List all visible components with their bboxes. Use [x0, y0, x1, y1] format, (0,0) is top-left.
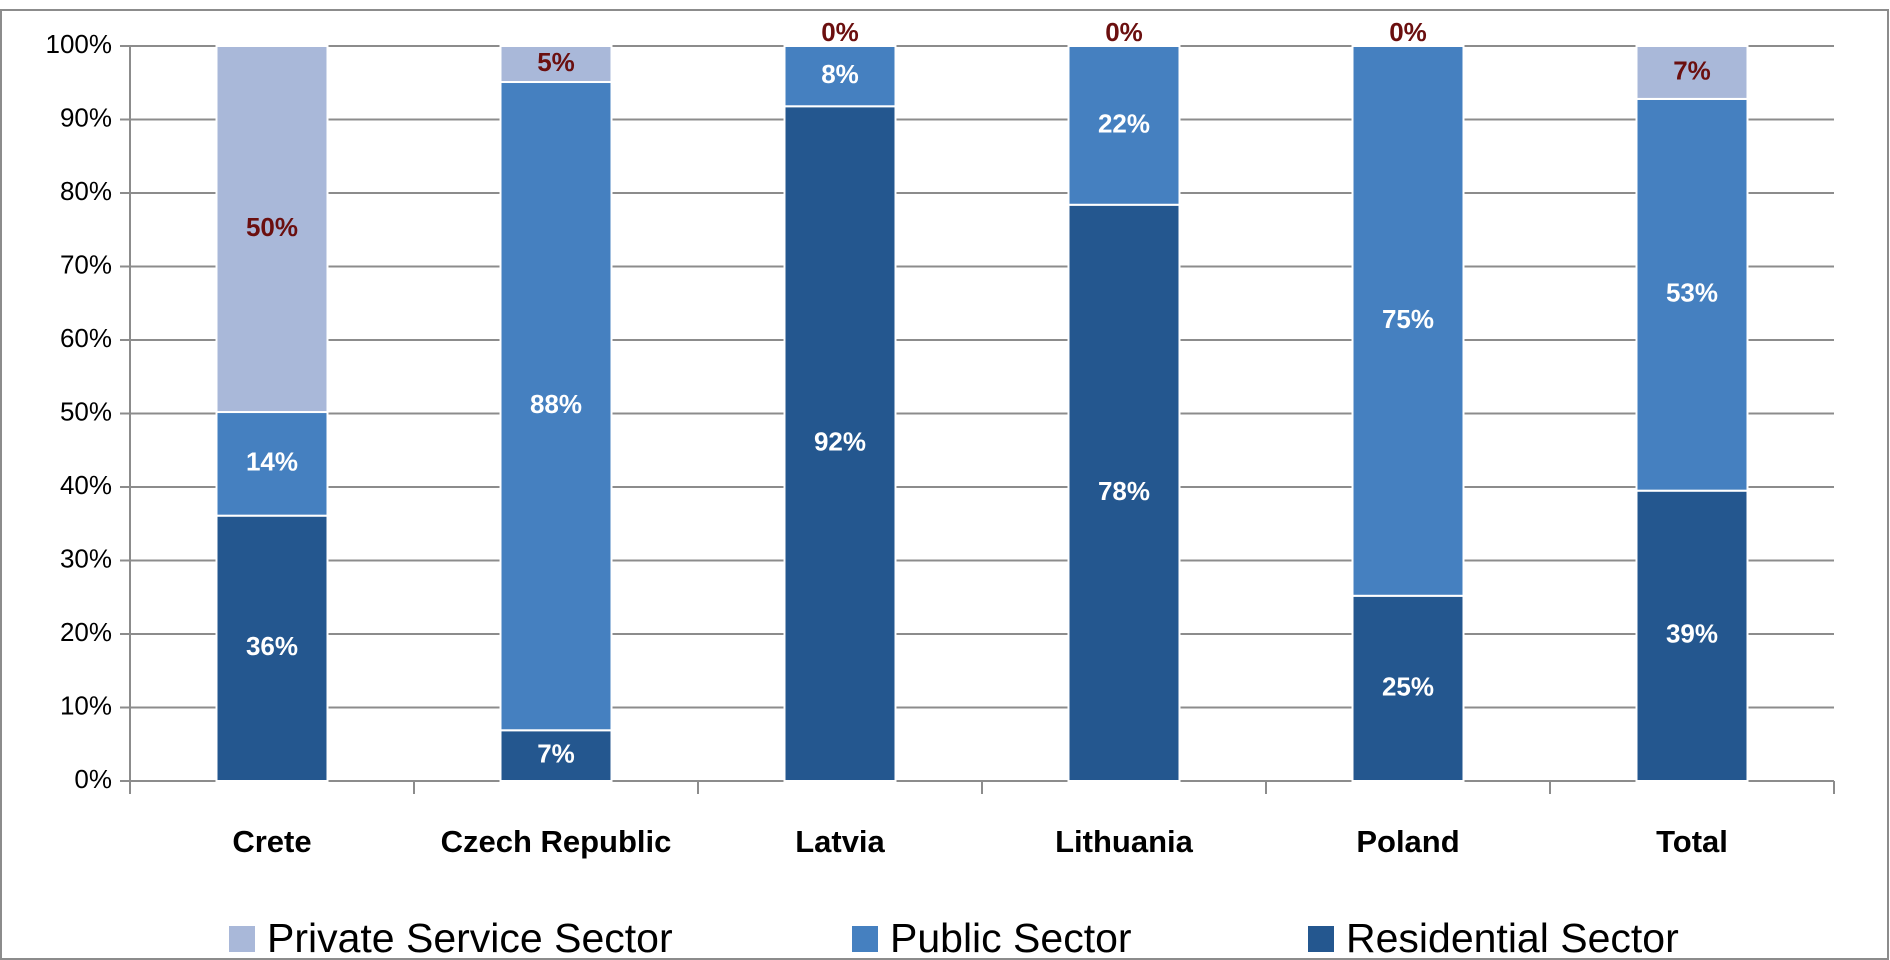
bar-segment	[499, 81, 613, 732]
data-label: 92%	[814, 427, 866, 457]
data-label: 53%	[1666, 278, 1718, 308]
bar-segment	[1351, 45, 1465, 597]
legend-swatch	[1308, 926, 1334, 952]
bar-segment	[1635, 45, 1749, 100]
x-tick-label: Lithuania	[1055, 824, 1194, 859]
y-tick-label: 20%	[60, 617, 112, 647]
data-label: 36%	[246, 631, 298, 661]
y-tick-label: 70%	[60, 249, 112, 279]
y-tick-label: 30%	[60, 543, 112, 573]
y-tick-label: 80%	[60, 176, 112, 206]
data-label: 75%	[1382, 304, 1434, 334]
y-tick-label: 60%	[60, 323, 112, 353]
data-label: 50%	[246, 212, 298, 242]
data-label: 7%	[537, 739, 575, 769]
legend-swatch	[229, 926, 255, 952]
x-tick-label: Poland	[1356, 824, 1459, 859]
y-tick-label: 40%	[60, 470, 112, 500]
data-label: 88%	[530, 389, 582, 419]
y-tick-label: 90%	[60, 102, 112, 132]
x-tick-label: Crete	[232, 824, 311, 859]
data-label: 14%	[246, 447, 298, 477]
legend-label: Public Sector	[890, 915, 1132, 960]
bar-segment	[1067, 203, 1181, 782]
data-label: 39%	[1666, 619, 1718, 649]
legend-swatch	[852, 926, 878, 952]
bar-segment	[783, 45, 897, 108]
bar-segment	[215, 514, 329, 782]
data-label: 78%	[1098, 476, 1150, 506]
data-label: 5%	[537, 47, 575, 77]
legend-label: Residential Sector	[1346, 915, 1679, 960]
bar-segment	[1067, 45, 1181, 206]
data-label: 0%	[1389, 17, 1427, 47]
x-tick-label: Total	[1656, 824, 1728, 859]
data-label: 7%	[1673, 55, 1711, 85]
bar-segment	[215, 45, 329, 414]
bar-segment	[215, 411, 329, 517]
y-tick-label: 10%	[60, 690, 112, 720]
data-label: 22%	[1098, 108, 1150, 138]
data-label: 25%	[1382, 671, 1434, 701]
x-tick-label: Czech Republic	[441, 824, 672, 859]
legend-label: Private Service Sector	[267, 915, 673, 960]
data-label: 8%	[821, 59, 859, 89]
bar-segment	[1351, 594, 1465, 783]
y-tick-label: 0%	[74, 764, 112, 794]
bar-segment	[1635, 489, 1749, 782]
bar-segment	[499, 45, 613, 84]
data-label: 0%	[1105, 17, 1143, 47]
bar-segment	[1635, 97, 1749, 492]
bar-segment	[783, 105, 897, 782]
x-tick-label: Latvia	[795, 824, 885, 859]
y-tick-label: 100%	[46, 29, 113, 59]
y-tick-label: 50%	[60, 396, 112, 426]
data-label: 0%	[821, 17, 859, 47]
